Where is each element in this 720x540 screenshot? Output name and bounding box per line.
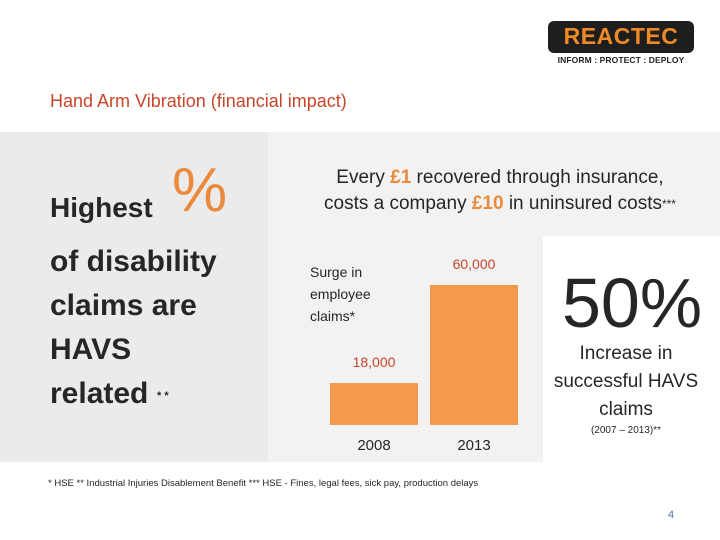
cost-statement: Every £1 recovered through insurance, co… [280, 165, 720, 217]
category-label-2008: 2008 [357, 437, 390, 454]
amount-10: £10 [471, 193, 504, 214]
percent-symbol: % [172, 156, 228, 225]
period-label: (2007 – 2013)** [590, 425, 662, 436]
big-percent-value: 50% [562, 264, 703, 342]
amount-1: £1 [390, 167, 412, 188]
sources-footnote: * HSE ** Industrial Injuries Disablement… [48, 478, 479, 489]
logo-wordmark: REACTEC [563, 23, 679, 49]
bar-2013 [430, 285, 518, 425]
category-label-2013: 2013 [457, 437, 490, 454]
reactec-logo: REACTEC INFORM : PROTECT : DEPLOY [548, 21, 694, 71]
disability-statement: of disability claims are HAVS related [50, 245, 217, 410]
value-label-2008: 18,000 [353, 354, 396, 370]
page-number: 4 [668, 509, 675, 521]
left-stat-panel [0, 132, 268, 462]
logo-tagline: INFORM : PROTECT : DEPLOY [557, 55, 685, 65]
claims-bar-chart: Surge in employee claims* 18,000 2008 60,000… [310, 256, 518, 454]
highest-label: Highest [50, 192, 153, 223]
bar-2008 [330, 383, 418, 425]
cost-line-2: costs a company £10 in uninsured costs**… [324, 193, 676, 214]
chart-title: Surge in employee claims* [310, 264, 371, 324]
footnote-marker-3: *** [661, 197, 676, 211]
cost-line-1: Every £1 recovered through insurance, [336, 167, 664, 188]
value-label-2013: 60,000 [453, 256, 496, 272]
footnote-marker: * * [157, 390, 169, 402]
slide-title: Hand Arm Vibration (financial impact) [50, 91, 347, 111]
logo-badge: REACTEC [548, 21, 694, 53]
right-stat-panel [543, 236, 720, 462]
increase-caption: Increase in successful HAVS claims [553, 343, 699, 420]
